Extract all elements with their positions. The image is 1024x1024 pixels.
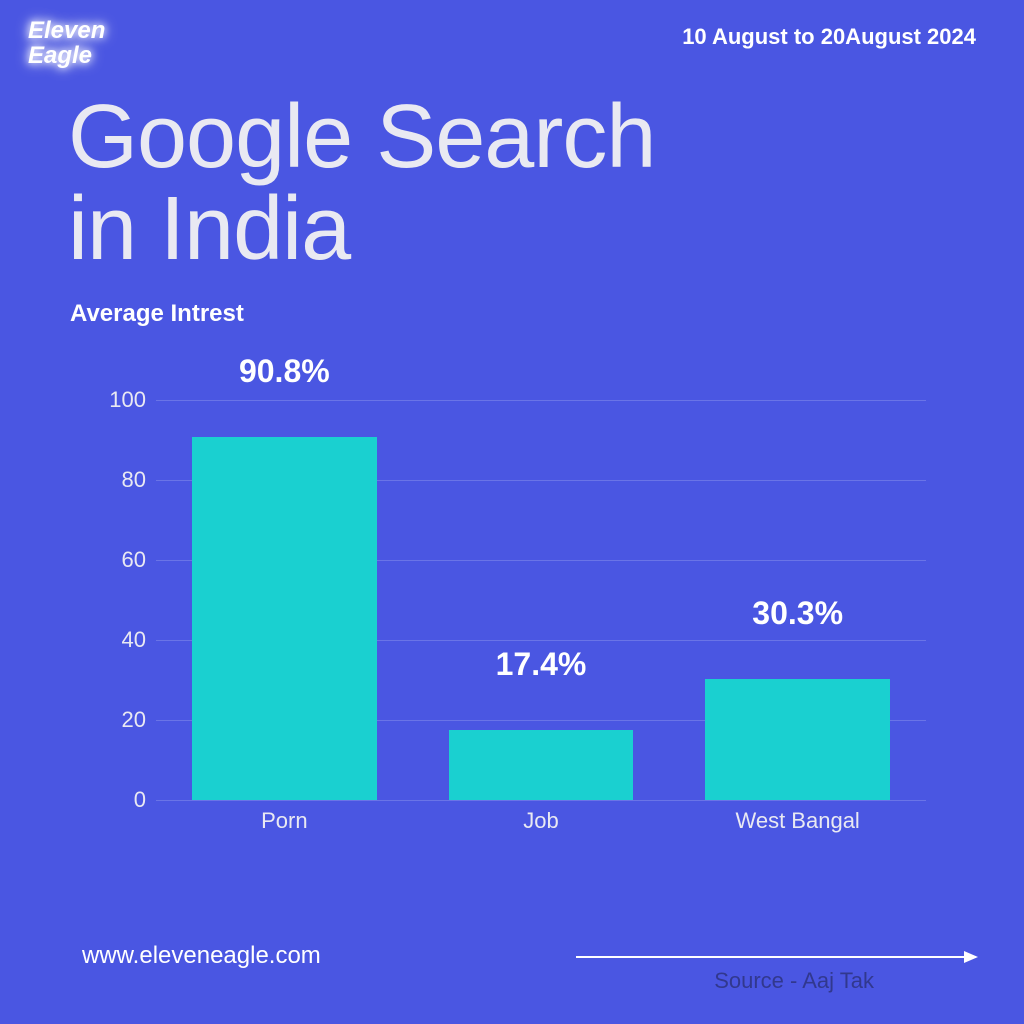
x-axis-label: Porn [261,808,307,834]
bar-value-label: 17.4% [496,646,587,683]
date-range: 10 August to 20August 2024 [682,24,976,50]
gridline [156,800,926,801]
website-url: www.eleveneagle.com [82,942,321,970]
bar-chart: 02040608010090.8%Porn17.4%Job30.3%West B… [96,400,936,840]
brand-logo: Eleven Eagle [28,18,105,68]
x-axis-label: West Bangal [735,808,859,834]
logo-line1: Eleven [28,17,105,44]
y-axis-label: 0 [96,787,146,813]
source-credit: Source - Aaj Tak [714,968,874,994]
bar [705,679,890,800]
bar-value-label: 90.8% [239,353,330,390]
y-axis-label: 60 [96,547,146,573]
arrow-decoration [576,956,976,958]
logo-line2: Eagle [28,42,92,69]
y-axis-label: 80 [96,467,146,493]
y-axis-label: 100 [96,387,146,413]
title-line1: Google Search [68,87,655,187]
plot-area: 02040608010090.8%Porn17.4%Job30.3%West B… [156,400,926,800]
title-line2: in India [68,179,350,279]
page-title: Google Search in India [68,92,655,276]
bar [449,730,634,800]
x-axis-label: Job [523,808,558,834]
gridline [156,400,926,401]
bar [192,437,377,800]
bar-value-label: 30.3% [752,595,843,632]
subtitle: Average Intrest [70,300,244,328]
y-axis-label: 20 [96,707,146,733]
y-axis-label: 40 [96,627,146,653]
